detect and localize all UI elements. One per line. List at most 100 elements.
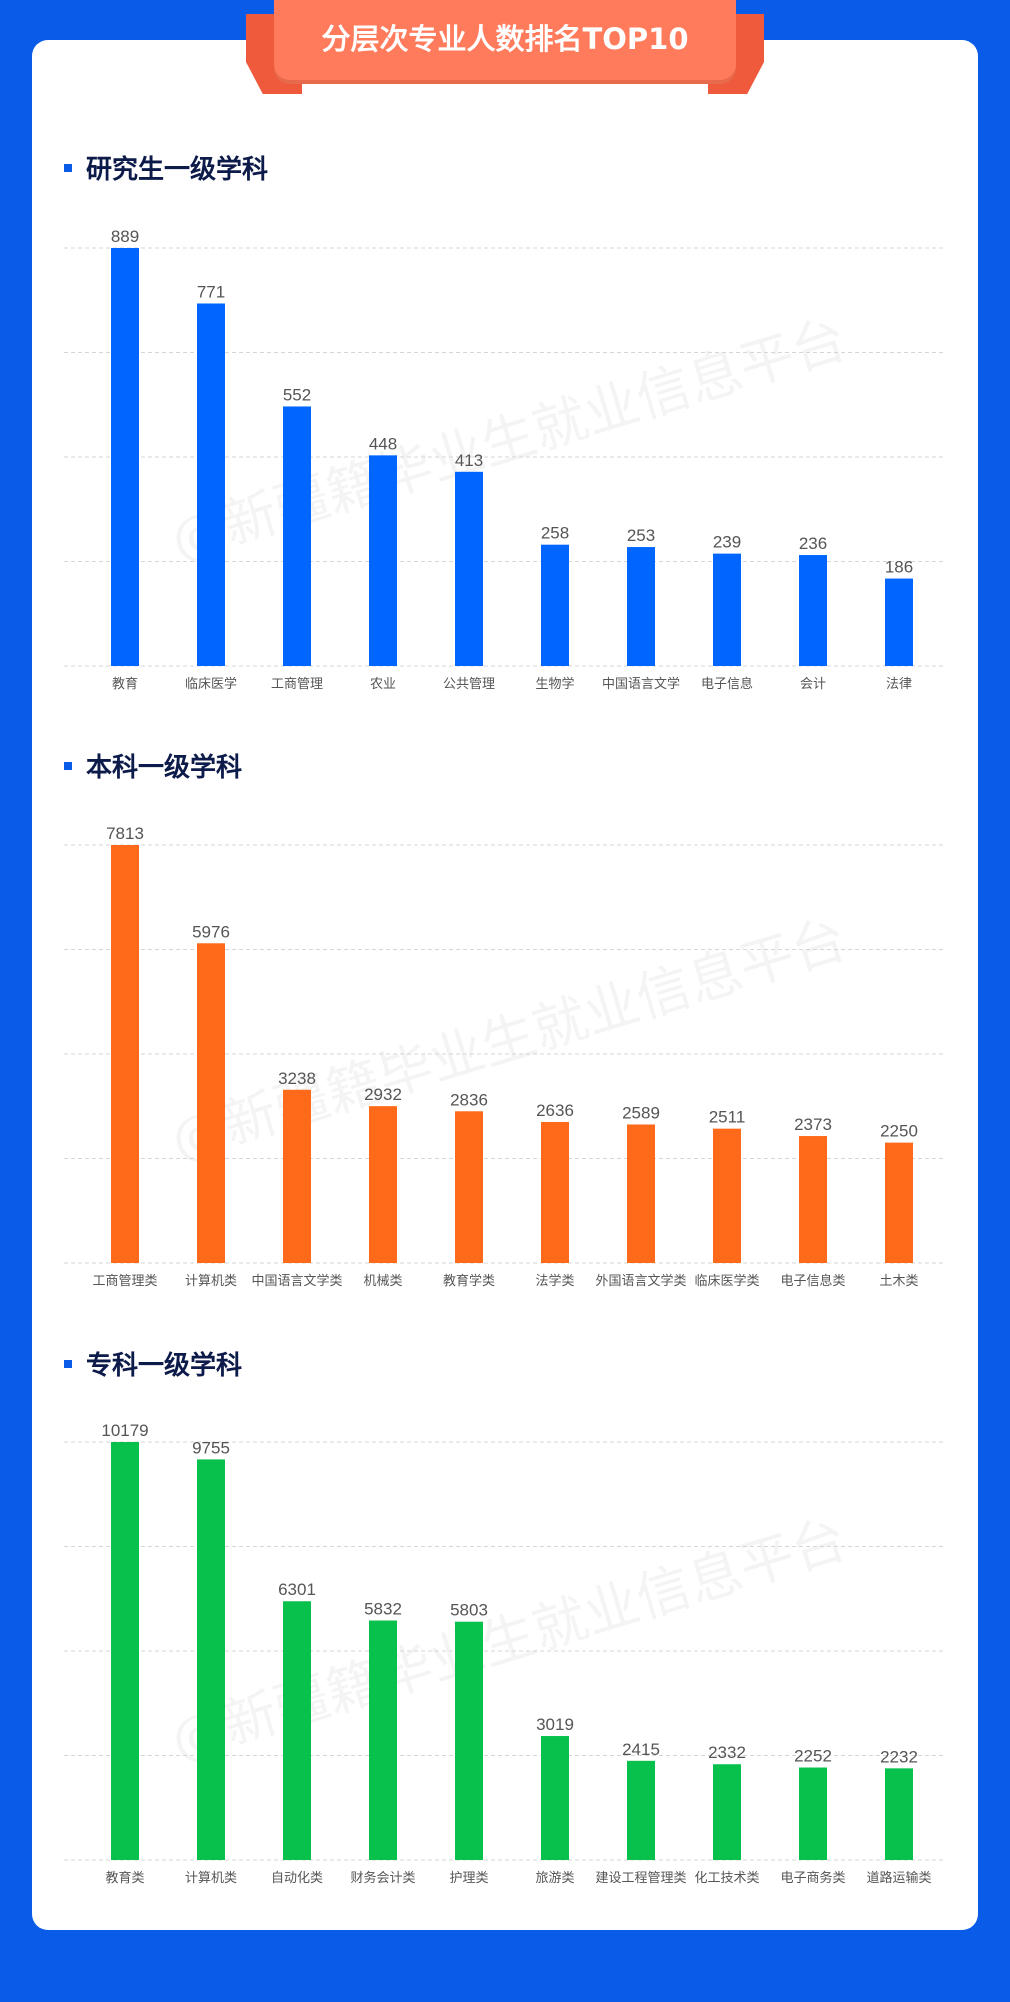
data-label: 3019 — [536, 1715, 574, 1734]
section-title-graduate: 研究生一级学科 — [64, 154, 268, 186]
bar — [283, 406, 311, 666]
bar — [369, 1106, 397, 1263]
category-label: 电子信息 — [701, 676, 753, 692]
category-label: 教育类 — [105, 1870, 144, 1886]
bar — [713, 1764, 741, 1860]
category-label: 化工技术类 — [694, 1871, 759, 1886]
bar — [627, 1760, 655, 1860]
title-banner: 分层次专业人数排名TOP10 — [0, 0, 1010, 110]
category-label: 财务会计类 — [350, 1870, 415, 1886]
bar — [369, 455, 397, 666]
data-label: 9755 — [192, 1438, 230, 1457]
bar — [455, 1621, 483, 1860]
data-label: 2589 — [622, 1103, 660, 1122]
bar — [283, 1089, 311, 1263]
data-label: 2636 — [536, 1101, 574, 1120]
category-label: 中国语言文学类 — [251, 1273, 342, 1289]
bar — [541, 544, 569, 666]
category-label: 工商管理 — [271, 677, 323, 692]
category-label: 临床医学 — [185, 676, 237, 692]
data-label: 771 — [197, 282, 225, 301]
bar — [799, 1767, 827, 1860]
bar — [283, 1601, 311, 1860]
data-label: 413 — [455, 451, 483, 470]
section-title-undergraduate: 本科一级学科 — [64, 752, 242, 784]
category-label: 护理类 — [449, 1871, 488, 1886]
category-label: 外国语言文学类 — [595, 1273, 686, 1289]
section-marker-icon — [64, 163, 72, 172]
bar — [885, 1142, 913, 1263]
category-label: 计算机类 — [185, 1274, 237, 1289]
category-label: 道路运输类 — [866, 1870, 931, 1886]
data-label: 10179 — [101, 1421, 148, 1440]
category-label: 生物学 — [535, 676, 574, 692]
category-label: 电子信息类 — [780, 1273, 845, 1289]
data-label: 186 — [885, 558, 913, 577]
bar — [885, 578, 913, 666]
section-title-text: 研究生一级学科 — [86, 155, 269, 185]
data-label: 239 — [713, 533, 741, 552]
bar — [111, 1442, 139, 1860]
data-label: 5832 — [364, 1600, 402, 1619]
bar — [799, 555, 827, 666]
section-title-vocational: 专科一级学科 — [64, 1350, 242, 1382]
data-label: 236 — [799, 534, 827, 553]
data-label: 253 — [627, 526, 655, 545]
category-label: 机械类 — [363, 1274, 402, 1289]
data-label: 448 — [369, 434, 397, 453]
bar — [627, 547, 655, 666]
section-marker-icon — [64, 1359, 72, 1368]
bar — [799, 1136, 827, 1263]
data-label: 5803 — [450, 1601, 488, 1620]
data-label: 2932 — [364, 1085, 402, 1104]
category-label: 自动化类 — [271, 1871, 323, 1886]
bar — [111, 845, 139, 1263]
bar — [885, 1768, 913, 1860]
section-marker-icon — [64, 761, 72, 770]
page-title: 分层次专业人数排名TOP10 — [274, 0, 736, 80]
bar — [541, 1121, 569, 1263]
data-label: 6301 — [278, 1580, 316, 1599]
category-label: 土木类 — [879, 1274, 918, 1289]
category-label: 旅游类 — [535, 1871, 574, 1886]
category-label: 会计 — [800, 677, 826, 692]
data-label: 2250 — [880, 1122, 918, 1141]
bar — [197, 1459, 225, 1860]
category-label: 工商管理类 — [92, 1274, 157, 1289]
category-label: 法律 — [886, 677, 912, 692]
data-label: 2332 — [708, 1743, 746, 1762]
category-label: 农业 — [370, 677, 396, 692]
data-label: 5976 — [192, 922, 230, 941]
section-title-text: 本科一级学科 — [86, 753, 243, 783]
category-label: 临床医学类 — [694, 1273, 759, 1289]
category-label: 法学类 — [535, 1273, 574, 1289]
data-label: 552 — [283, 385, 311, 404]
bar — [455, 471, 483, 666]
data-label: 7813 — [106, 824, 144, 843]
data-label: 889 — [111, 227, 139, 246]
chart-vocational: 10179 教育类 9755 计算机类 6301 自动化类 5832 财务会计类 5803 护理类… — [64, 1421, 944, 1886]
category-label: 电子商务类 — [780, 1870, 845, 1886]
category-label: 计算机类 — [185, 1871, 237, 1886]
content-card — [32, 40, 978, 1930]
bar — [197, 943, 225, 1263]
bar — [111, 248, 139, 666]
bar — [455, 1111, 483, 1263]
category-label: 教育 — [112, 676, 138, 692]
data-label: 2373 — [794, 1115, 832, 1134]
data-label: 2232 — [880, 1747, 918, 1766]
bar — [197, 303, 225, 666]
bar — [627, 1124, 655, 1263]
data-label: 258 — [541, 524, 569, 543]
category-label: 公共管理 — [443, 677, 495, 692]
category-label: 中国语言文学 — [602, 676, 680, 692]
data-label: 2415 — [622, 1740, 660, 1759]
bar — [713, 1128, 741, 1263]
bar — [541, 1736, 569, 1860]
category-label: 教育学类 — [443, 1273, 495, 1289]
bar — [713, 553, 741, 666]
category-label: 建设工程管理类 — [595, 1871, 686, 1886]
chart-graduate: 889 教育 771 临床医学 552 工商管理 448 农业 413 公共管理 258 生物学 253… — [64, 227, 944, 692]
section-title-text: 专科一级学科 — [86, 1351, 243, 1381]
data-label: 2252 — [794, 1747, 832, 1766]
